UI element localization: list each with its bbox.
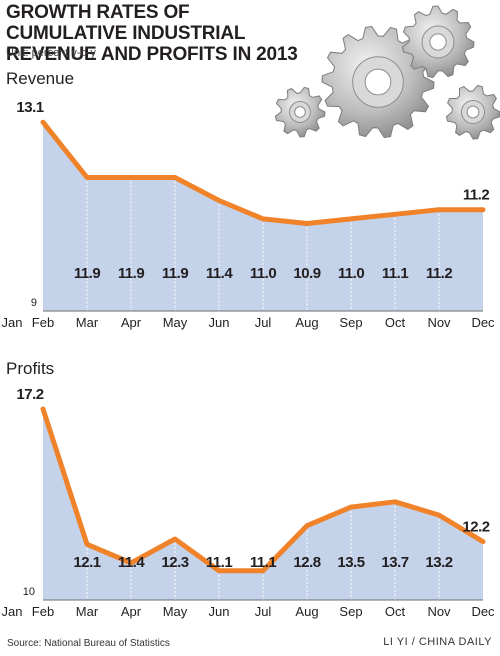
data-label: 11.0 (250, 265, 277, 282)
tick-label: Jan (2, 315, 23, 330)
tick-label: Dec (471, 315, 495, 330)
gear-icon (321, 25, 435, 139)
gears-illustration (274, 5, 500, 140)
tick-label: Feb (32, 315, 54, 330)
data-label: 11.9 (162, 265, 189, 282)
tick-label: Nov (427, 604, 451, 619)
data-label: 12.2 (462, 519, 489, 536)
tick-label: Jul (255, 604, 272, 619)
tick-label: Apr (121, 315, 142, 330)
y-min-label: 9 (31, 297, 37, 309)
chart-title: GROWTH RATES OF CUMULATIVE INDUSTRIAL RE… (6, 2, 298, 65)
tick-label: Mar (76, 604, 99, 619)
data-label: 11.4 (118, 554, 146, 571)
data-label: 12.3 (161, 554, 188, 571)
tick-label: Dec (471, 604, 495, 619)
tick-label: Feb (32, 604, 54, 619)
gear-icon (274, 86, 326, 138)
data-label: 11.2 (463, 187, 490, 204)
data-label: 11.9 (74, 265, 101, 282)
data-label: 11.4 (206, 265, 234, 282)
data-label: 11.0 (338, 265, 365, 282)
source-note: Source: National Bureau of Statistics (7, 638, 170, 649)
tick-label: Apr (121, 604, 142, 619)
chart-1: Profits 17.2 12.1 11.4 12.3 11.1 11.1 12.8 13.5 1… (2, 359, 496, 619)
data-label: 10.9 (293, 265, 320, 282)
tick-label: Jan (2, 604, 23, 619)
chart-0: Revenue 13.1 11.9 11.9 11.9 11.4 11.0 10.9 11.0 1… (2, 69, 496, 330)
data-label: 11.1 (206, 554, 233, 571)
panel-title: Profits (6, 359, 54, 378)
credit-line: LI YI / CHINA DAILY (383, 636, 492, 648)
data-label: 11.1 (382, 265, 409, 282)
tick-label: May (163, 604, 188, 619)
tick-label: Sep (339, 604, 362, 619)
tick-label: May (163, 315, 188, 330)
data-label: 13.7 (381, 554, 408, 571)
gear-icon (445, 84, 500, 140)
data-label: 12.1 (73, 554, 100, 571)
tick-label: Oct (385, 315, 406, 330)
data-label: 11.9 (118, 265, 145, 282)
unit-label: Unit: percent y-o-y (6, 47, 96, 59)
area-fill (43, 122, 483, 311)
data-label: 13.2 (425, 554, 452, 571)
tick-label: Mar (76, 315, 99, 330)
series-line (40, 406, 486, 574)
tick-label: Jul (255, 315, 272, 330)
tick-label: Oct (385, 604, 406, 619)
tick-label: Aug (295, 604, 318, 619)
tick-label: Nov (427, 315, 451, 330)
tick-label: Aug (295, 315, 318, 330)
y-min-label: 10 (23, 586, 35, 598)
data-label: 12.8 (293, 554, 320, 571)
tick-label: Jun (209, 604, 230, 619)
data-label: 13.1 (16, 99, 43, 116)
data-label: 11.1 (250, 554, 277, 571)
tick-label: Sep (339, 315, 362, 330)
data-label: 13.5 (337, 554, 364, 571)
series-line (40, 119, 486, 226)
data-label: 17.2 (16, 386, 43, 403)
panel-title: Revenue (6, 69, 74, 88)
gear-icon (401, 5, 475, 79)
data-label: 11.2 (426, 265, 453, 282)
tick-label: Jun (209, 315, 230, 330)
